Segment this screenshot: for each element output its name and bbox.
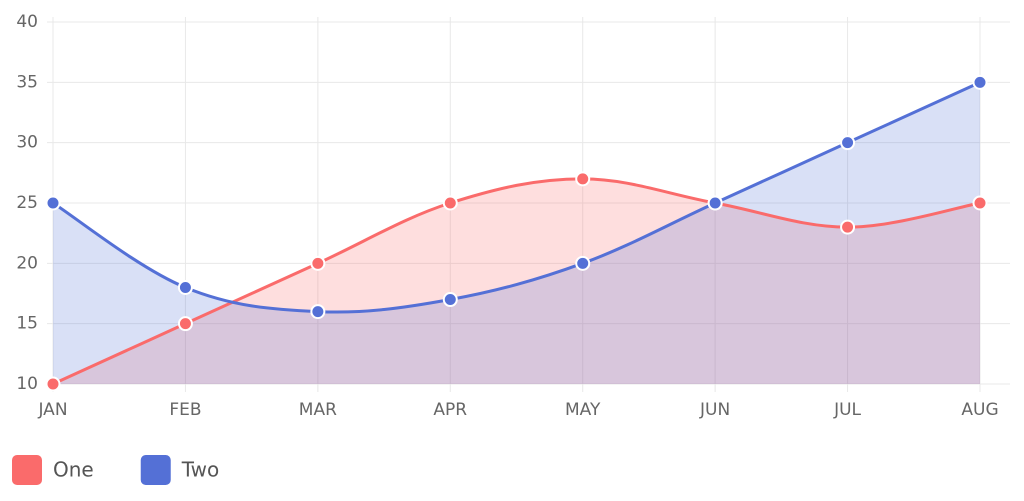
point <box>310 255 326 271</box>
point <box>575 171 591 187</box>
area <box>53 178 980 384</box>
y-tick-label: 35 <box>16 72 38 92</box>
y-tick-label: 25 <box>16 193 38 213</box>
legend: One Two <box>12 455 219 485</box>
y-tick-label: 40 <box>16 12 38 32</box>
x-tick-label: JUL <box>833 400 861 420</box>
y-tick-label: 15 <box>16 314 38 334</box>
labels: 10 15 20 25 30 35 40 JAN FEB MAR APR MAY JUN JUL AUG <box>16 12 998 420</box>
point <box>310 304 326 320</box>
point <box>45 376 61 392</box>
point <box>575 255 591 271</box>
legend-swatch <box>12 455 42 485</box>
point <box>840 135 856 151</box>
point <box>840 219 856 235</box>
point <box>972 74 988 90</box>
x-tick-label: APR <box>433 400 467 420</box>
x-tick-label: MAY <box>565 400 601 420</box>
point <box>972 195 988 211</box>
area <box>53 82 980 384</box>
points <box>45 74 988 392</box>
x-tick-label: AUG <box>961 400 998 420</box>
y-tick-label: 20 <box>16 253 38 273</box>
legend-label: Two <box>181 458 220 482</box>
point <box>177 316 193 332</box>
point <box>442 292 458 308</box>
x-tick-label: JAN <box>37 400 67 420</box>
legend-label: One <box>53 458 94 482</box>
areas <box>53 82 980 384</box>
y-tick-label: 30 <box>16 133 38 153</box>
point <box>45 195 61 211</box>
line <box>52 177 981 386</box>
point <box>442 195 458 211</box>
x-tick-label: MAR <box>299 400 337 420</box>
x-tick-label: JUN <box>699 400 730 420</box>
x-tick-label: FEB <box>169 400 201 420</box>
line <box>52 80 981 314</box>
point <box>177 279 193 295</box>
legend-swatch <box>140 455 171 485</box>
y-tick-label: 10 <box>16 374 38 394</box>
lines <box>52 80 981 386</box>
point <box>707 195 723 211</box>
